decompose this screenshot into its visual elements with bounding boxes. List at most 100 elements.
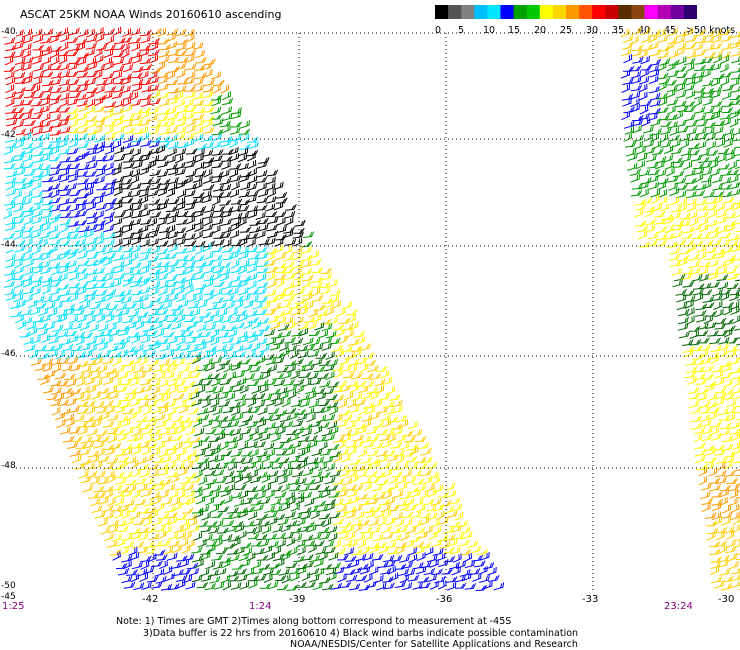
wind-barb	[221, 124, 231, 134]
wind-barb	[78, 150, 90, 157]
wind-barb	[699, 232, 711, 240]
wind-barb	[130, 511, 141, 520]
wind-barb	[193, 294, 203, 304]
wind-barb	[148, 127, 160, 135]
wind-barb	[142, 324, 155, 332]
wind-barb	[99, 371, 111, 379]
wind-barb	[122, 156, 135, 163]
wind-barb	[133, 433, 143, 442]
wind-barb	[67, 250, 76, 260]
wind-barb	[3, 209, 12, 220]
wind-barb	[421, 456, 433, 464]
wind-barb	[401, 469, 412, 478]
wind-barb	[165, 118, 175, 128]
wind-barb	[380, 369, 390, 379]
wind-barb	[693, 97, 702, 108]
wind-barb	[353, 523, 362, 533]
wind-barb	[251, 560, 261, 570]
wind-barb	[382, 509, 392, 519]
wind-barb	[230, 379, 241, 388]
wind-barb	[735, 230, 740, 233]
wind-barb	[649, 58, 661, 66]
wind-barb	[306, 505, 319, 513]
wind-barb	[650, 189, 661, 198]
wind-barb	[202, 157, 215, 164]
wind-barb	[13, 294, 24, 303]
wind-barb	[5, 217, 16, 226]
wind-barb	[22, 28, 33, 38]
wind-barb	[261, 525, 272, 535]
wind-barb	[148, 198, 161, 205]
wind-barb	[139, 238, 150, 248]
wind-barb	[77, 230, 88, 239]
wind-barb	[24, 119, 36, 127]
wind-barb	[261, 393, 273, 402]
wind-barb	[175, 180, 185, 190]
wind-barb	[248, 579, 258, 589]
wind-barb	[233, 433, 243, 443]
wind-barb	[89, 454, 100, 464]
wind-barb	[261, 473, 271, 484]
wind-barb	[402, 430, 414, 437]
wind-barb	[121, 295, 132, 304]
wind-barb	[264, 237, 276, 246]
wind-barb	[122, 246, 134, 253]
wind-barb	[200, 525, 213, 533]
wind-barb	[721, 363, 732, 373]
wind-barb	[230, 240, 242, 247]
wind-barb	[146, 329, 158, 337]
wind-barb	[391, 423, 403, 430]
wind-barb	[212, 315, 224, 324]
wind-barb	[131, 468, 141, 478]
wind-barb	[719, 63, 729, 73]
wind-barb	[379, 414, 392, 422]
wind-barb	[192, 354, 201, 364]
wind-barb	[656, 92, 668, 100]
wind-barb	[126, 321, 137, 330]
colorbar-swatch	[448, 5, 462, 19]
wind-barb	[141, 316, 153, 324]
wind-barb	[733, 273, 740, 276]
wind-barb	[113, 125, 125, 134]
wind-barb	[41, 285, 51, 295]
wind-barb	[729, 94, 740, 101]
wind-barb	[680, 272, 692, 281]
wind-barb	[688, 386, 700, 395]
wind-barb	[95, 118, 105, 128]
wind-barb	[68, 272, 80, 281]
wind-barb	[357, 385, 369, 394]
wind-barb	[63, 413, 75, 422]
wind-barb	[298, 484, 310, 492]
wind-barb	[684, 105, 696, 113]
wind-barb	[140, 335, 151, 344]
wind-barb	[705, 310, 718, 317]
wind-barb	[256, 513, 268, 520]
wind-barb	[112, 166, 122, 176]
wind-barb	[50, 398, 62, 407]
wind-barb	[95, 33, 104, 43]
wind-barb	[289, 484, 301, 492]
wind-barb	[24, 266, 34, 276]
wind-barb	[265, 357, 276, 366]
wind-barb	[676, 183, 688, 191]
wind-barb	[360, 526, 373, 534]
wind-barb	[698, 407, 711, 414]
wind-barb	[68, 288, 81, 295]
wind-barb	[295, 364, 307, 373]
wind-barb	[38, 307, 49, 317]
wind-barb	[708, 548, 721, 556]
colorbar-swatches	[435, 5, 698, 19]
wind-barb	[324, 502, 335, 512]
wind-barb	[113, 471, 125, 479]
wind-barb	[293, 555, 305, 563]
wind-barb	[312, 581, 323, 591]
wind-barb	[245, 567, 255, 577]
wind-barb	[719, 28, 732, 36]
wind-barb	[95, 246, 107, 254]
wind-barb	[33, 63, 44, 72]
wind-barb	[271, 485, 283, 492]
wind-barb	[75, 38, 88, 45]
wind-barb	[238, 287, 249, 296]
wind-barb	[96, 429, 108, 437]
wind-barb	[721, 435, 734, 443]
